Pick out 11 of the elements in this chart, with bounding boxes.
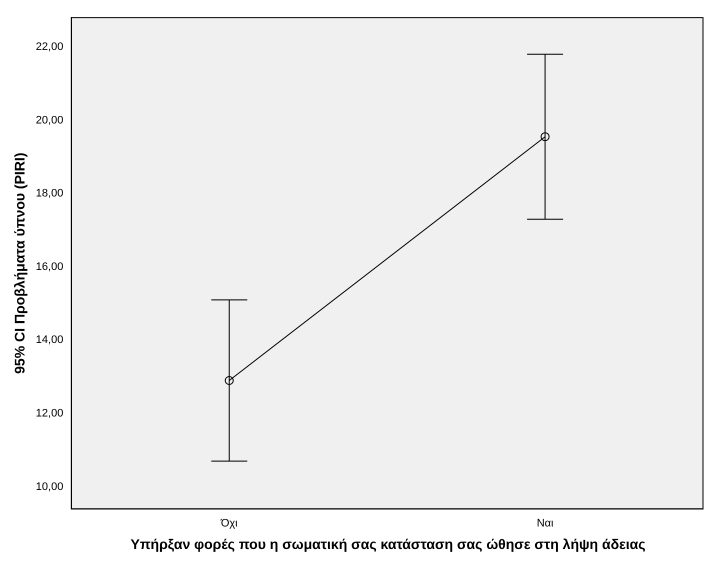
y-tick-label: 14,00	[36, 334, 64, 346]
y-axis-title: 95% CI Προβλήματα ύπνου (PIRI)	[11, 152, 28, 374]
x-tick-label: Ναι	[536, 517, 554, 530]
x-axis-title: Υπήρξαν φορές που η σωματική σας κατάσταση σας ώθησε στη λήψη άδειας	[130, 536, 646, 552]
y-tick-label: 18,00	[36, 188, 64, 200]
y-tick-label: 10,00	[36, 480, 64, 493]
x-tick-label: Όχι	[220, 517, 238, 530]
y-tick-label: 12,00	[36, 408, 64, 420]
y-tick-label: 20,00	[36, 114, 64, 126]
y-tick-label: 16,00	[36, 260, 64, 273]
y-tick-label: 22,00	[36, 40, 64, 53]
